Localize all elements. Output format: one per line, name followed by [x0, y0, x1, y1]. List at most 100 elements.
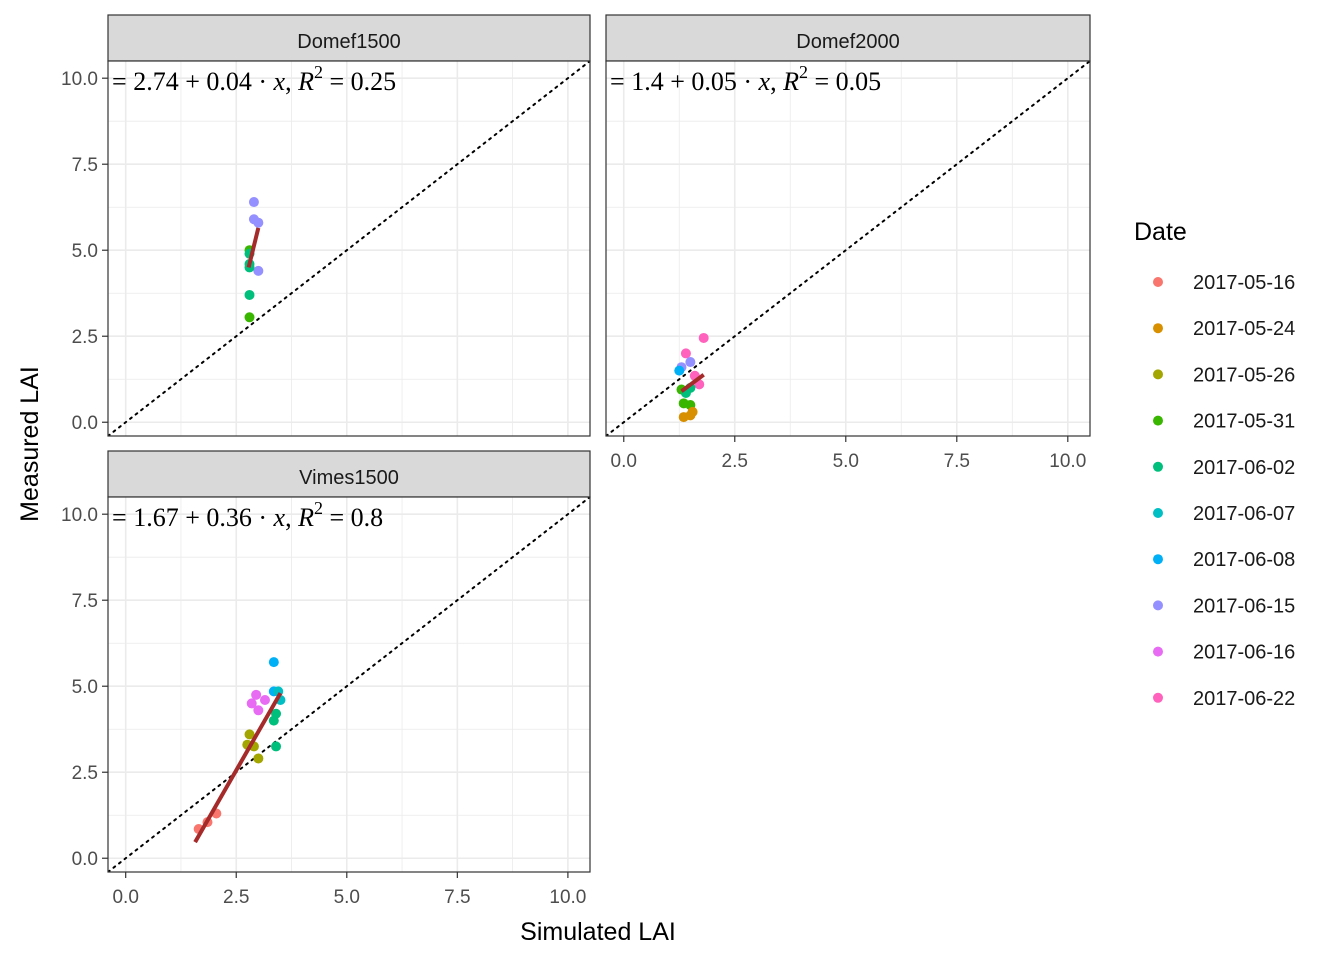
- plot-background: [108, 61, 590, 436]
- data-point: [244, 729, 255, 740]
- strip-background: [605, 14, 1091, 62]
- x-axis: 0.0 2.5 5.0 7.5 10.0: [112, 872, 586, 908]
- data-point: [698, 332, 709, 343]
- data-point: [680, 348, 691, 359]
- legend-item: 2017-06-16: [1153, 642, 1295, 664]
- legend-swatch: [1153, 646, 1163, 657]
- legend-item: 2017-05-16: [1153, 272, 1295, 294]
- data-point: [674, 365, 685, 376]
- data-point: [259, 694, 270, 705]
- legend-item: 2017-06-15: [1153, 595, 1295, 617]
- y-tick-label: 2.5: [72, 327, 98, 348]
- data-point: [253, 705, 264, 716]
- data-point: [244, 289, 255, 300]
- data-point: [246, 698, 257, 709]
- y-tick-label: 5.0: [72, 677, 98, 698]
- identity-line: [606, 61, 1090, 436]
- equation-text: y = 1.67 + 0.36 · x, R2 = 0.8: [91, 498, 383, 532]
- legend-item: 2017-05-31: [1153, 411, 1295, 433]
- x-tick-label: 0.0: [112, 887, 138, 908]
- y-tick-label: 0.0: [72, 413, 98, 434]
- legend-swatch: [1153, 415, 1163, 426]
- x-axis-title: Simulated LAI: [520, 918, 676, 946]
- panel-vimes1500: Vimes1500 y = 1.67 + 0.36 · x, R2 = 0.8 …: [61, 450, 591, 908]
- legend-swatch: [1153, 554, 1163, 565]
- data-point: [268, 657, 279, 668]
- equation-text: y = 2.74 + 0.04 · x, R2 = 0.25: [91, 62, 396, 96]
- x-tick-label: 2.5: [722, 451, 748, 472]
- gridlines: [108, 61, 590, 436]
- legend-swatch: [1153, 600, 1163, 611]
- legend-swatch: [1153, 369, 1163, 380]
- legend-label: 2017-06-07: [1193, 503, 1295, 525]
- legend-label: 2017-06-22: [1193, 688, 1295, 710]
- plot-background: [108, 497, 590, 872]
- panel-domef2000: Domef2000 y = 1.4 + 0.05 · x, R2 = 0.05 …: [589, 14, 1091, 472]
- legend-label: 2017-05-24: [1193, 318, 1295, 340]
- legend-title: Date: [1134, 218, 1187, 246]
- legend-item: 2017-06-02: [1153, 457, 1295, 479]
- legend-label: 2017-05-16: [1193, 272, 1295, 294]
- strip-background: [107, 450, 591, 498]
- x-tick-label: 7.5: [944, 451, 970, 472]
- data-point: [685, 357, 696, 368]
- fit-line: [246, 227, 261, 268]
- regression-equation: y = 1.4 + 0.05 · x, R2 = 0.05: [589, 62, 881, 96]
- data-point: [253, 217, 264, 228]
- data-point: [253, 753, 264, 764]
- y-tick-label: 0.0: [72, 849, 98, 870]
- legend-label: 2017-06-15: [1193, 595, 1295, 617]
- panel-border: [107, 496, 591, 873]
- x-tick-label: 10.0: [1049, 451, 1086, 472]
- legend-item: 2017-06-07: [1153, 503, 1295, 525]
- legend-label: 2017-06-16: [1193, 642, 1295, 664]
- panel-title: Domef1500: [297, 31, 400, 53]
- legend-item: 2017-05-24: [1153, 318, 1295, 340]
- y-axis: 0.0 2.5 5.0 7.5 10.0: [61, 69, 108, 434]
- data-point: [687, 406, 698, 417]
- y-axis: 0.0 2.5 5.0 7.5 10.0: [61, 505, 108, 870]
- legend-label: 2017-06-02: [1193, 457, 1295, 479]
- legend-swatch: [1153, 323, 1163, 334]
- data-point: [253, 265, 264, 276]
- data-point: [268, 715, 279, 726]
- equation-text: y = 1.4 + 0.05 · x, R2 = 0.05: [589, 62, 881, 96]
- x-tick-label: 5.0: [833, 451, 859, 472]
- y-tick-label: 7.5: [72, 591, 98, 612]
- legend-label: 2017-05-31: [1193, 411, 1295, 433]
- data-points: [674, 332, 709, 423]
- x-tick-label: 10.0: [549, 887, 586, 908]
- gridlines: [108, 497, 590, 872]
- panel-domef1500: Domef1500 y = 2.74 + 0.04 · x, R2 = 0.25…: [61, 14, 591, 437]
- regression-line: [193, 692, 283, 844]
- y-tick-label: 10.0: [61, 69, 98, 90]
- y-tick-label: 7.5: [72, 155, 98, 176]
- legend: Date 2017-05-16 2017-05-24 2017-05-26 2017-…: [1134, 218, 1295, 710]
- legend-swatch: [1153, 461, 1163, 472]
- gridlines: [606, 61, 1090, 436]
- legend-item: 2017-06-22: [1153, 688, 1295, 710]
- legend-swatch: [1153, 508, 1163, 518]
- data-point: [244, 312, 255, 323]
- panel-title: Domef2000: [796, 31, 899, 53]
- regression-line: [680, 373, 705, 393]
- x-tick-label: 0.0: [611, 451, 637, 472]
- legend-swatch: [1153, 692, 1163, 703]
- x-tick-label: 5.0: [334, 887, 360, 908]
- strip-background: [107, 14, 591, 62]
- y-tick-label: 2.5: [72, 763, 98, 784]
- legend-label: 2017-06-08: [1193, 549, 1295, 571]
- panel-border: [605, 60, 1091, 437]
- fit-line: [680, 373, 705, 393]
- legend-label: 2017-05-26: [1193, 364, 1295, 386]
- x-axis: 0.0 2.5 5.0 7.5 10.0: [611, 436, 1086, 472]
- y-tick-label: 5.0: [72, 241, 98, 262]
- data-point: [271, 741, 282, 752]
- panel-title: Vimes1500: [299, 467, 399, 489]
- regression-equation: y = 2.74 + 0.04 · x, R2 = 0.25: [91, 62, 396, 96]
- legend-swatch: [1153, 277, 1163, 287]
- data-point: [248, 197, 259, 208]
- y-axis-title: Measured LAI: [16, 366, 44, 522]
- data-point: [251, 689, 262, 700]
- y-tick-label: 10.0: [61, 505, 98, 526]
